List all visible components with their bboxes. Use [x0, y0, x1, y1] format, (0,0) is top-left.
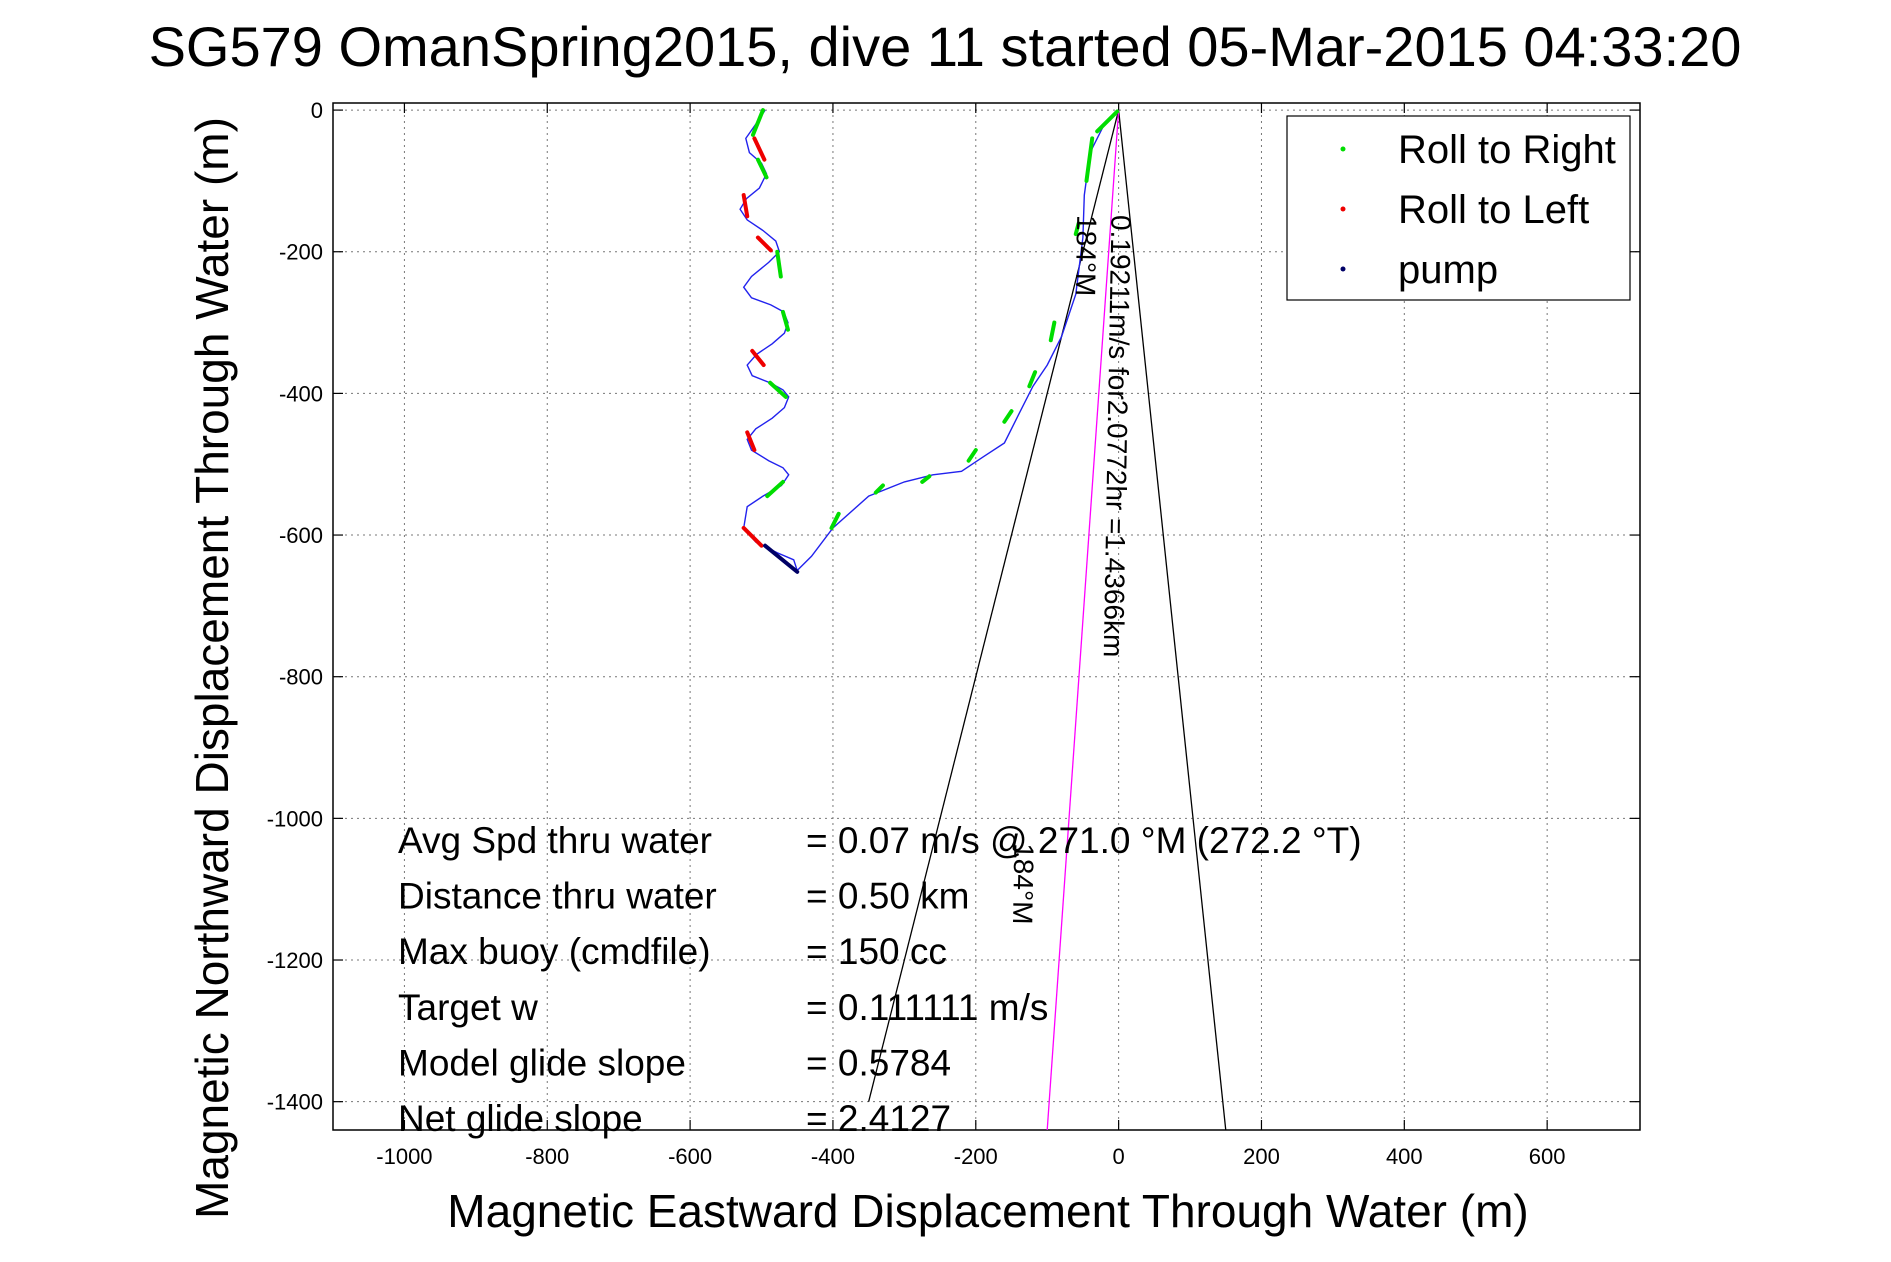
legend-label: Roll to Left — [1398, 188, 1589, 232]
heading-annotation: 184°M — [1007, 843, 1039, 925]
roll-right-segment — [966, 448, 978, 463]
grid-lines — [333, 103, 1640, 1130]
roll-left-segment — [755, 235, 773, 253]
roll-right-segment — [768, 380, 788, 399]
y-tick-label: -800 — [279, 665, 323, 690]
stat-value: = 0.50 km — [806, 876, 970, 917]
roll-right-segment — [750, 108, 765, 137]
heading-annotation: 0.19211m/s for2.0772hr =1.4366km — [1098, 215, 1137, 658]
y-tick-label: -1000 — [267, 806, 323, 831]
roll-left-segment — [745, 430, 757, 453]
x-axis-ticks: -1000 -800 -600 -400 -200 0 200 400 600 — [376, 103, 1566, 1169]
roll-right-segment — [775, 249, 783, 279]
chart-title: SG579 OmanSpring2015, dive 11 started 05… — [149, 15, 1742, 78]
y-axis-label: Magnetic Northward Displacement Through … — [186, 117, 238, 1219]
roll-right-segment — [755, 157, 769, 180]
roll-left-segment — [752, 136, 767, 162]
stat-label: Avg Spd thru water — [398, 820, 712, 861]
roll-right-segment — [765, 479, 785, 499]
stat-label: Max buoy (cmdfile) — [398, 931, 711, 972]
stat-label: Distance thru water — [398, 876, 717, 917]
roll-right-segment — [1073, 221, 1081, 237]
x-tick-label: -200 — [954, 1144, 998, 1169]
x-tick-label: -1000 — [376, 1144, 432, 1169]
heading-line — [1117, 110, 1227, 1131]
y-tick-label: -1200 — [267, 948, 323, 973]
roll-left-segment — [741, 193, 750, 219]
y-tick-label: -600 — [279, 523, 323, 548]
stat-label: Model glide slope — [398, 1042, 686, 1083]
roll-right-segment — [920, 474, 932, 484]
legend-label: Roll to Right — [1398, 128, 1616, 172]
legend-marker — [1340, 266, 1346, 272]
stat-label: Net glide slope — [398, 1098, 643, 1139]
stat-label: Target w — [398, 987, 538, 1028]
roll-right-segment — [1002, 409, 1014, 424]
x-tick-label: 200 — [1243, 1144, 1280, 1169]
roll-right-segment — [873, 483, 885, 495]
roll-right-segment — [1084, 136, 1095, 183]
x-axis-label: Magnetic Eastward Displacement Through W… — [447, 1185, 1528, 1237]
legend-marker — [1340, 206, 1346, 212]
y-tick-label: 0 — [311, 98, 323, 123]
heading-line — [868, 109, 1120, 1102]
roll-right-segment — [1027, 370, 1038, 389]
roll-right-segment — [829, 511, 841, 530]
stat-value: = 2.4127 — [806, 1098, 951, 1139]
legend-entries: Roll to Right Roll to Left pump — [1340, 128, 1616, 292]
x-tick-label: 0 — [1113, 1144, 1125, 1169]
dive-statistics: Avg Spd thru water = 0.07 m/s @ 271.0 °M … — [398, 820, 1362, 1139]
roll-left-segment — [741, 525, 764, 548]
roll-left-segment — [750, 348, 766, 368]
roll-right-segment — [1048, 320, 1057, 343]
heading-annotations: 0.19211m/s for2.0772hr =1.4366km184°M184… — [1007, 215, 1137, 925]
heading-line — [1046, 110, 1120, 1131]
y-tick-label: -200 — [279, 240, 323, 265]
y-axis-ticks: 0 -200 -400 -600 -800 -1000 -1200 -1400 — [267, 98, 1640, 1115]
roll-right-segment — [780, 309, 790, 332]
x-tick-label: -400 — [811, 1144, 855, 1169]
pump-segment — [763, 543, 800, 574]
x-tick-label: -600 — [668, 1144, 712, 1169]
track-line — [739, 109, 1120, 572]
legend-label: pump — [1398, 248, 1498, 292]
stat-value: = 150 cc — [806, 931, 947, 972]
roll-right-segment — [1095, 109, 1120, 134]
y-tick-label: -1400 — [267, 1090, 323, 1115]
legend: Roll to Right Roll to Left pump — [1286, 115, 1631, 301]
heading-annotation: 184°M — [1070, 215, 1102, 297]
x-tick-label: 600 — [1529, 1144, 1566, 1169]
y-tick-label: -400 — [279, 381, 323, 406]
stat-value: = 0.07 m/s @ 271.0 °M (272.2 °T) — [806, 820, 1362, 861]
legend-marker — [1340, 146, 1346, 152]
heading-lines — [868, 109, 1227, 1131]
glider-track — [739, 108, 1120, 574]
x-tick-label: 400 — [1386, 1144, 1423, 1169]
stat-value: = 0.5784 — [806, 1042, 951, 1083]
stat-value: = 0.111111 m/s — [806, 987, 1048, 1028]
x-tick-label: -800 — [525, 1144, 569, 1169]
